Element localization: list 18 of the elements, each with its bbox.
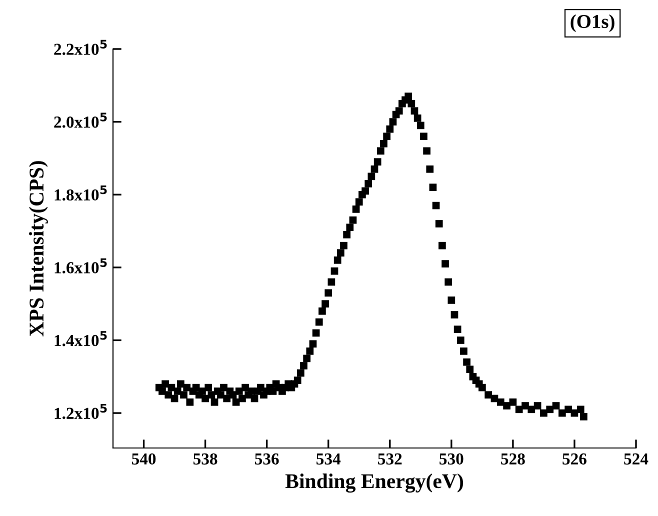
y-tick-label: 2.0x10$^{5}$ [54,112,107,128]
x-tick-label: 526 [562,453,586,465]
x-tick-label: 538 [193,453,218,465]
x-tick-label: 534 [316,453,341,465]
y-tick-label: 1.2x10$^{5}$ [54,404,107,420]
text: (O1s) [570,14,614,32]
x-tick-label: 540 [132,453,156,465]
x-tick-label: 528 [501,453,525,465]
y-tick-label: 1.6x10$^{5}$ [54,258,107,274]
x-tick-label: 536 [254,453,279,465]
x-tick-label: 532 [378,453,402,465]
x-axis-title: Binding Energy(eV) [285,474,463,493]
y-tick-label: 1.4x10$^{5}$ [54,331,107,346]
y-tick-label: 2.2x10$^{5}$ [54,40,107,56]
y-axis-title: XPS Intensity(CPS) [28,161,48,336]
x-tick-label: 530 [440,453,464,465]
x-tick-label: 524 [624,453,648,465]
y-tick-label: 1.8x10$^{5}$ [54,186,107,201]
